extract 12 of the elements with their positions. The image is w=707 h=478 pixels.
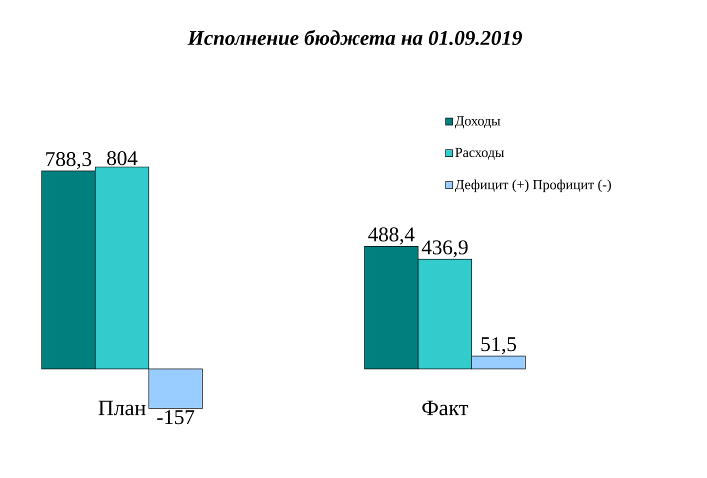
data-label: 51,5 xyxy=(481,337,516,354)
x-tick-label: План xyxy=(98,400,146,416)
data-label: -157 xyxy=(157,410,194,424)
data-label: 436,9 xyxy=(422,240,468,258)
x-tick-label: Факт xyxy=(422,400,468,416)
data-label: 804 xyxy=(107,151,138,166)
legend-label: Доходы xyxy=(454,116,500,128)
legend-label: Расходы xyxy=(455,148,504,160)
legend-label: Дефицит (+) Профицит (-) xyxy=(454,179,611,192)
chart-title: Исполнение бюджета на 01.09.2019 xyxy=(188,30,522,46)
data-label: 788,3 xyxy=(46,152,92,170)
data-label: 488,4 xyxy=(368,227,415,244)
